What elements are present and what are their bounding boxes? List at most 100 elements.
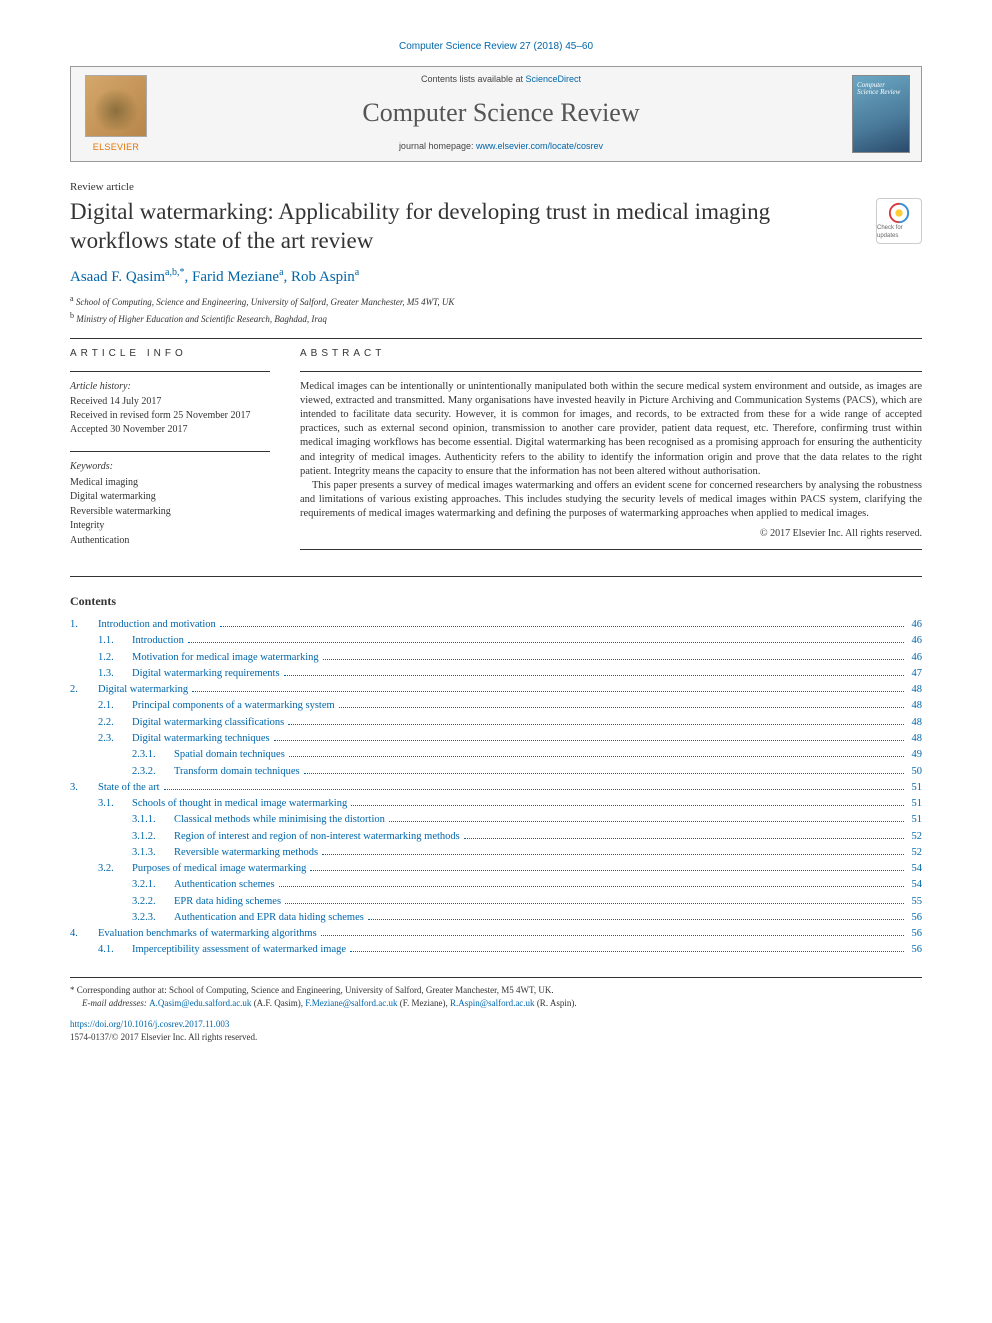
toc-row[interactable]: 1.2.Motivation for medical image waterma… <box>70 650 922 666</box>
toc-page: 48 <box>908 698 923 714</box>
toc-label: State of the art <box>98 780 160 796</box>
toc-num: 2.3.2. <box>132 764 174 780</box>
keyword: Medical imaging <box>70 476 270 491</box>
toc-row[interactable]: 1.Introduction and motivation46 <box>70 617 922 633</box>
affil-b: b Ministry of Higher Education and Scien… <box>70 310 922 327</box>
toc-dots <box>351 805 903 806</box>
toc-num: 3. <box>70 780 98 796</box>
history-item: Received 14 July 2017 <box>70 395 270 409</box>
toc-row[interactable]: 3.State of the art51 <box>70 780 922 796</box>
toc-page: 46 <box>908 633 923 649</box>
toc-num: 2. <box>70 682 98 698</box>
keyword: Reversible watermarking <box>70 505 270 520</box>
toc-page: 52 <box>908 845 923 861</box>
toc-row[interactable]: 3.1.1.Classical methods while minimising… <box>70 812 922 828</box>
toc-label: Digital watermarking classifications <box>132 715 284 731</box>
toc-row[interactable]: 3.2.3.Authentication and EPR data hiding… <box>70 910 922 926</box>
toc-num: 3.1.2. <box>132 829 174 845</box>
contents-prefix: Contents lists available at <box>421 74 526 84</box>
toc-label: Authentication schemes <box>174 877 275 893</box>
email-link[interactable]: R.Aspin@salford.ac.uk <box>450 998 535 1008</box>
article-type: Review article <box>70 180 922 195</box>
toc-label: Digital watermarking <box>98 682 188 698</box>
toc-num: 1. <box>70 617 98 633</box>
toc-num: 3.1.1. <box>132 812 174 828</box>
toc-row[interactable]: 2.Digital watermarking48 <box>70 682 922 698</box>
toc-dots <box>322 854 903 855</box>
email-addresses: E-mail addresses: A.Qasim@edu.salford.ac… <box>70 997 922 1010</box>
journal-cover-block <box>841 67 921 161</box>
toc-row[interactable]: 1.3.Digital watermarking requirements47 <box>70 666 922 682</box>
toc-dots <box>284 675 904 676</box>
toc-dots <box>339 707 904 708</box>
toc-dots <box>164 789 904 790</box>
toc-label: Classical methods while minimising the d… <box>174 812 385 828</box>
toc-page: 50 <box>908 764 923 780</box>
toc-dots <box>274 740 904 741</box>
author-3-sup: a <box>355 267 359 278</box>
toc-num: 4.1. <box>98 942 132 958</box>
author-1: Asaad F. Qasim <box>70 269 165 285</box>
toc-row[interactable]: 3.2.Purposes of medical image watermarki… <box>70 861 922 877</box>
toc-page: 47 <box>908 666 923 682</box>
toc-row[interactable]: 3.1.Schools of thought in medical image … <box>70 796 922 812</box>
toc-page: 56 <box>908 926 923 942</box>
toc-row[interactable]: 1.1.Introduction46 <box>70 633 922 649</box>
toc-row[interactable]: 4.1.Imperceptibility assessment of water… <box>70 942 922 958</box>
toc-num: 1.2. <box>98 650 132 666</box>
abstract-copyright: © 2017 Elsevier Inc. All rights reserved… <box>300 527 922 541</box>
toc-label: Spatial domain techniques <box>174 747 285 763</box>
toc-row[interactable]: 2.3.Digital watermarking techniques48 <box>70 731 922 747</box>
toc-row[interactable]: 3.2.1.Authentication schemes54 <box>70 877 922 893</box>
toc-row[interactable]: 3.1.3.Reversible watermarking methods52 <box>70 845 922 861</box>
toc-dots <box>188 642 904 643</box>
toc-dots <box>288 724 903 725</box>
toc-page: 52 <box>908 829 923 845</box>
homepage-line: journal homepage: www.elsevier.com/locat… <box>171 140 831 152</box>
toc-row[interactable]: 4.Evaluation benchmarks of watermarking … <box>70 926 922 942</box>
toc-num: 3.1.3. <box>132 845 174 861</box>
toc-page: 54 <box>908 861 923 877</box>
crossmark-badge[interactable]: Check for updates <box>876 198 922 244</box>
toc-row[interactable]: 3.1.2.Region of interest and region of n… <box>70 829 922 845</box>
article-info-col: ARTICLE INFO Article history: Received 1… <box>70 347 270 558</box>
toc-row[interactable]: 2.3.2.Transform domain techniques50 <box>70 764 922 780</box>
toc-row[interactable]: 2.2.Digital watermarking classifications… <box>70 715 922 731</box>
toc-label: Digital watermarking techniques <box>132 731 270 747</box>
toc-label: Introduction <box>132 633 184 649</box>
table-of-contents: 1.Introduction and motivation461.1.Intro… <box>70 617 922 959</box>
toc-dots <box>464 838 904 839</box>
author-3: , Rob Aspin <box>284 269 355 285</box>
publisher-name: ELSEVIER <box>93 141 139 153</box>
toc-row[interactable]: 2.1.Principal components of a watermarki… <box>70 698 922 714</box>
author-1-sup: a,b, <box>165 267 179 278</box>
corresponding-author: * Corresponding author at: School of Com… <box>70 984 922 997</box>
contents-heading: Contents <box>70 593 922 609</box>
toc-num: 3.2.2. <box>132 894 174 910</box>
abstract-head: ABSTRACT <box>300 347 922 361</box>
email-link[interactable]: A.Qasim@edu.salford.ac.uk <box>149 998 251 1008</box>
crossmark-label: Check for updates <box>877 224 921 240</box>
toc-label: Schools of thought in medical image wate… <box>132 796 347 812</box>
abstract-col: ABSTRACT Medical images can be intention… <box>300 347 922 558</box>
abstract-body: Medical images can be intentionally or u… <box>300 380 922 522</box>
homepage-link[interactable]: www.elsevier.com/locate/cosrev <box>476 141 603 151</box>
journal-title: Computer Science Review <box>171 95 831 130</box>
toc-row[interactable]: 2.3.1.Spatial domain techniques49 <box>70 747 922 763</box>
toc-row[interactable]: 3.2.2.EPR data hiding schemes55 <box>70 894 922 910</box>
toc-label: Evaluation benchmarks of watermarking al… <box>98 926 317 942</box>
toc-dots <box>220 626 904 627</box>
footnotes: * Corresponding author at: School of Com… <box>70 977 922 1044</box>
sciencedirect-link[interactable]: ScienceDirect <box>526 74 582 84</box>
toc-page: 51 <box>908 796 923 812</box>
toc-page: 48 <box>908 715 923 731</box>
email-link[interactable]: F.Meziane@salford.ac.uk <box>305 998 397 1008</box>
toc-num: 3.2. <box>98 861 132 877</box>
toc-num: 2.2. <box>98 715 132 731</box>
toc-page: 51 <box>908 812 923 828</box>
affiliations: a School of Computing, Science and Engin… <box>70 293 922 326</box>
toc-num: 3.1. <box>98 796 132 812</box>
article-info-head: ARTICLE INFO <box>70 347 270 361</box>
doi-link[interactable]: https://doi.org/10.1016/j.cosrev.2017.11… <box>70 1019 229 1029</box>
toc-dots <box>279 886 904 887</box>
